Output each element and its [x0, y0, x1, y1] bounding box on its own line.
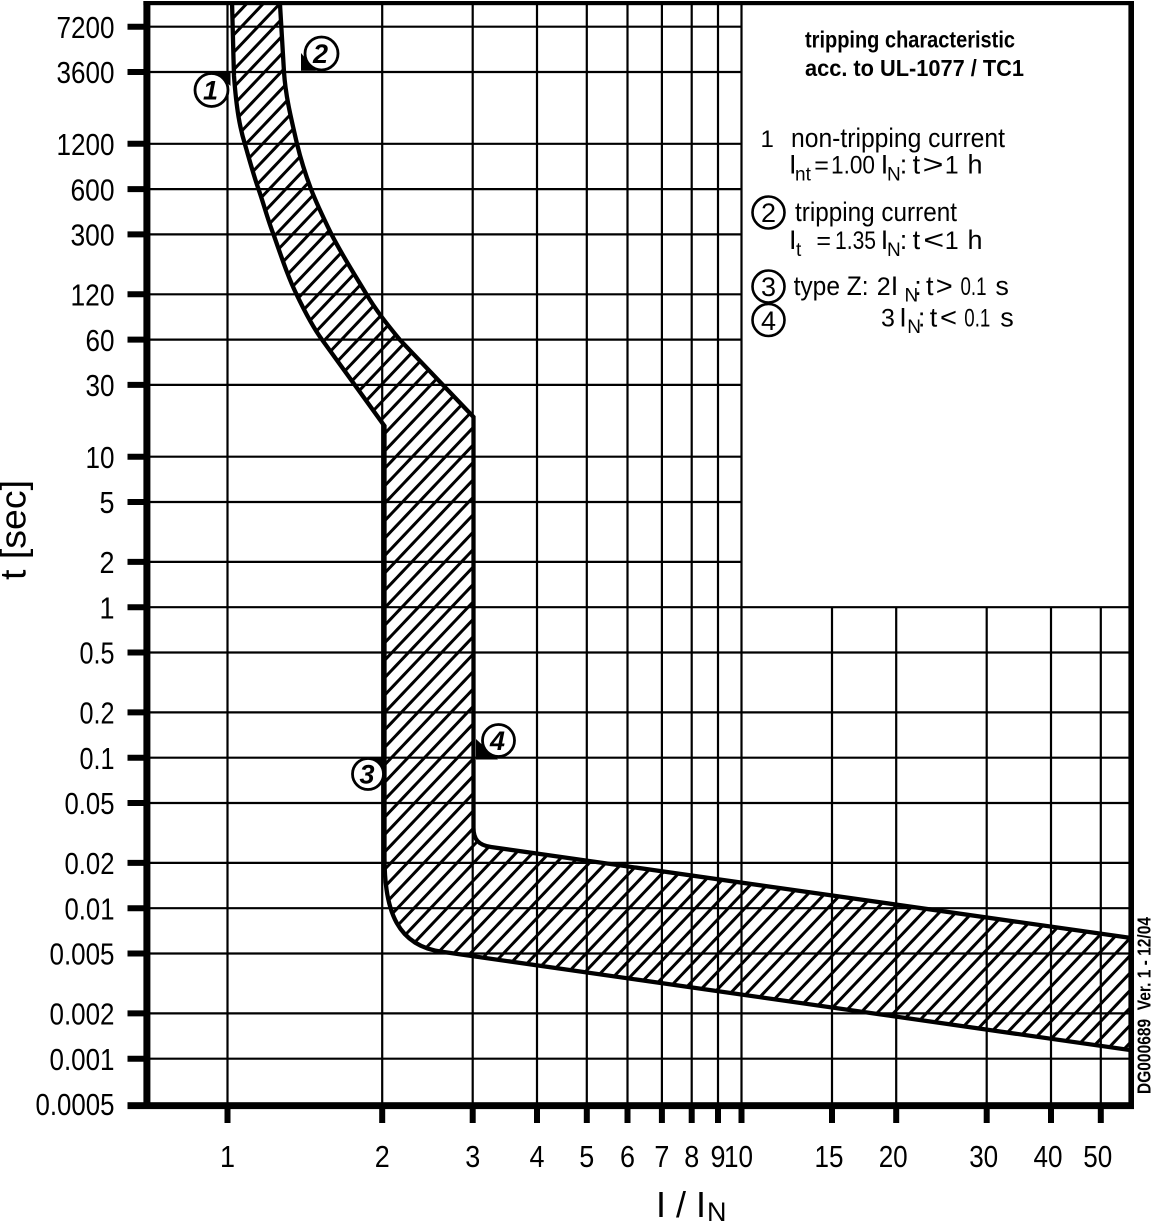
svg-text:3: 3 — [359, 760, 374, 790]
svg-text:0.002: 0.002 — [50, 998, 115, 1032]
svg-text:30: 30 — [969, 1140, 998, 1174]
svg-text:3: 3 — [465, 1140, 480, 1174]
svg-text:<: < — [940, 303, 957, 333]
svg-text:>: > — [936, 271, 953, 301]
svg-text:ntN: nt N — [795, 165, 901, 186]
svg-text:>: > — [923, 150, 944, 180]
svg-text:10: 10 — [86, 441, 115, 475]
svg-text:=1: = 1 — [814, 152, 959, 180]
svg-text:4: 4 — [530, 1140, 545, 1174]
svg-text:120: 120 — [71, 279, 115, 313]
svg-text:1.35: 1.35 — [835, 227, 876, 255]
svg-text:0.01: 0.01 — [65, 892, 115, 926]
svg-text:0.1: 0.1 — [961, 273, 987, 301]
svg-text:type Z:: type Z: — [794, 271, 869, 301]
svg-text:50: 50 — [1083, 1140, 1112, 1174]
svg-text:I / I: I / I — [656, 1184, 706, 1223]
svg-text:I:ts: I:ts — [899, 303, 1014, 333]
svg-text:8: 8 — [684, 1140, 699, 1174]
svg-text:1: 1 — [761, 126, 774, 153]
svg-text:40: 40 — [1034, 1140, 1063, 1174]
svg-text:N: N — [907, 317, 921, 338]
svg-text:60: 60 — [86, 324, 115, 358]
svg-text:N: N — [707, 1197, 727, 1223]
svg-text:600: 600 — [71, 173, 115, 207]
svg-text:5: 5 — [100, 486, 115, 520]
svg-text:0.5: 0.5 — [80, 637, 115, 671]
svg-text:3: 3 — [761, 272, 776, 302]
svg-text:4: 4 — [489, 726, 505, 756]
svg-text:=1: = 1 — [816, 227, 958, 255]
svg-text:10: 10 — [724, 1140, 753, 1174]
svg-text:0.1: 0.1 — [964, 305, 990, 333]
svg-text:15: 15 — [815, 1140, 844, 1174]
svg-text:II:th: II:th — [789, 225, 983, 255]
svg-text:300: 300 — [71, 219, 115, 253]
svg-text:7: 7 — [654, 1140, 669, 1174]
svg-text:3600: 3600 — [57, 56, 115, 90]
svg-text:0.0005: 0.0005 — [36, 1088, 115, 1122]
svg-text:tN: tN — [796, 240, 901, 261]
svg-text:2: 2 — [877, 273, 891, 301]
svg-text:0.1: 0.1 — [80, 742, 115, 776]
svg-text:N: N — [905, 286, 919, 307]
svg-text:3: 3 — [881, 305, 895, 333]
svg-text:non-tripping current: non-tripping current — [791, 123, 1005, 153]
svg-text:tripping characteristic: tripping characteristic — [805, 27, 1015, 53]
svg-text:t [sec]: t [sec] — [0, 480, 34, 580]
svg-text:1: 1 — [203, 76, 218, 106]
svg-text:2: 2 — [312, 39, 328, 69]
svg-text:0.005: 0.005 — [50, 938, 115, 972]
svg-text:5: 5 — [579, 1140, 594, 1174]
svg-text:2: 2 — [761, 198, 776, 228]
svg-text:0.05: 0.05 — [65, 787, 115, 821]
svg-text:<: < — [923, 225, 944, 255]
svg-text:1200: 1200 — [57, 128, 115, 162]
svg-text:1.00: 1.00 — [831, 152, 875, 180]
svg-text:tripping current: tripping current — [795, 197, 957, 227]
svg-text:I:ts: I:ts — [891, 271, 1009, 301]
svg-text:7200: 7200 — [57, 11, 115, 45]
svg-text:4: 4 — [761, 306, 776, 336]
svg-text:2: 2 — [100, 546, 115, 580]
svg-text:0.001: 0.001 — [50, 1043, 115, 1077]
svg-text:20: 20 — [879, 1140, 908, 1174]
svg-text:1: 1 — [220, 1140, 235, 1174]
svg-text:0.02: 0.02 — [65, 847, 115, 881]
svg-text:6: 6 — [620, 1140, 635, 1174]
svg-text:2: 2 — [375, 1140, 390, 1174]
svg-text:0.2: 0.2 — [80, 697, 115, 731]
svg-text:II:th: II:th — [789, 150, 983, 180]
svg-text:acc. to UL-1077 / TC1: acc. to UL-1077 / TC1 — [805, 55, 1024, 81]
svg-text:30: 30 — [86, 369, 115, 403]
svg-text:DG000689 Ver. 1 - 12/04: DG000689 Ver. 1 - 12/04 — [1135, 917, 1153, 1094]
svg-text:9: 9 — [711, 1140, 726, 1174]
svg-text:1: 1 — [100, 591, 115, 625]
